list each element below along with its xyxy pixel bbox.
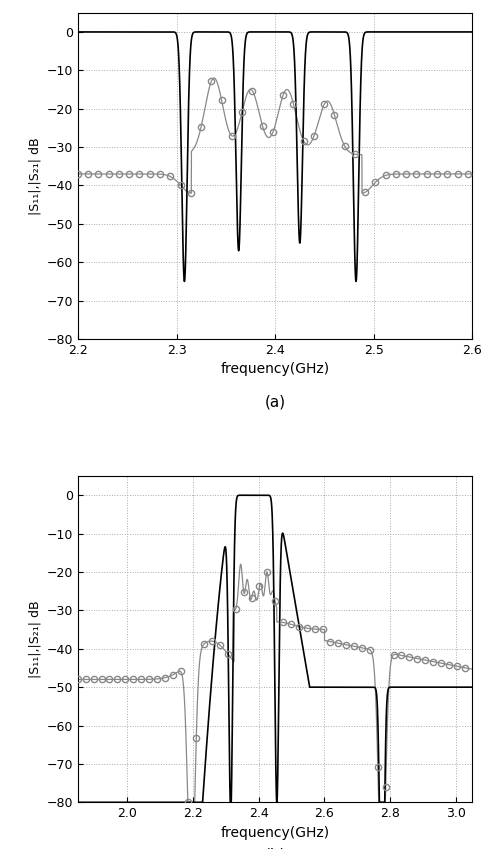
Y-axis label: |S₁₁|,|S₂₁| dB: |S₁₁|,|S₂₁| dB [28,137,41,215]
Text: (a): (a) [264,395,286,409]
X-axis label: frequency(GHz): frequency(GHz) [221,363,330,376]
Text: (b): (b) [264,848,286,849]
Y-axis label: |S₁₁|,|S₂₁| dB: |S₁₁|,|S₂₁| dB [28,600,41,678]
X-axis label: frequency(GHz): frequency(GHz) [221,826,330,840]
